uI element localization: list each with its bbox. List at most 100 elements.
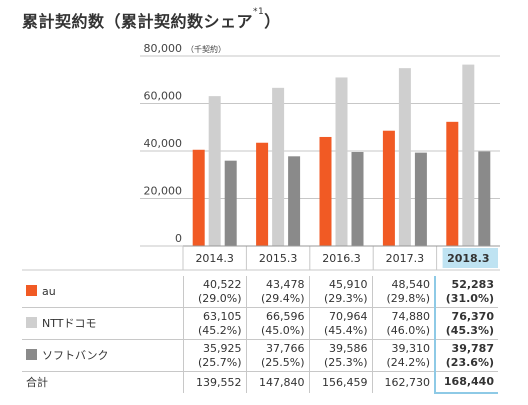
table-cell: 45,910 (29.3%): [309, 276, 373, 308]
legend-swatch: [26, 284, 37, 296]
cell-value: 43,478: [266, 277, 305, 291]
cell-value: 70,964: [329, 309, 368, 323]
bar: [462, 64, 475, 246]
bar: [288, 156, 301, 246]
table-row: NTTドコモ 63,105 (45.2%) 66,596 (45.0%) 70,964 (4…: [22, 307, 498, 340]
cell-share: (31.0%): [445, 291, 494, 305]
x-tick-label: 2016.3: [322, 252, 361, 265]
cell-share: (25.3%): [323, 355, 368, 369]
x-tick-label: 2018.3: [447, 252, 489, 265]
table-cell: 76,370 (45.3%): [434, 307, 498, 340]
row-label: NTTドコモ: [22, 307, 184, 340]
total-label: 合計: [22, 371, 184, 393]
row-label: ソフトバンク: [22, 339, 184, 372]
table-cell: 35,925 (25.7%): [183, 339, 247, 372]
title-text: 累計契約数（累計契約数シェア: [22, 12, 254, 31]
cell-share: (24.2%): [386, 355, 430, 369]
legend-swatch: [26, 316, 37, 328]
y-axis: 0 20,000 40,000 60,000 80,000 （千契約）: [144, 42, 227, 245]
legend-label: NTTドコモ: [42, 316, 97, 330]
bar: [478, 151, 491, 246]
cell-value: 52,283: [451, 277, 494, 291]
bar: [224, 160, 237, 246]
title-close: ）: [264, 12, 281, 31]
highlight-category-bg: [442, 248, 498, 268]
total-cell: 156,459: [309, 371, 373, 393]
cell-share: (45.0%): [260, 323, 305, 337]
total-cell: 147,840: [246, 371, 310, 393]
cell-share: (25.7%): [197, 355, 242, 369]
cell-share: (29.4%): [260, 291, 305, 305]
cell-value: 74,880: [391, 309, 431, 323]
x-axis: 2014.3 2015.3 2016.3 2017.3 2018.3: [22, 245, 500, 271]
x-tick-label: 2014.3: [195, 252, 234, 265]
cell-value: 63,105: [203, 309, 242, 323]
cell-share: (23.6%): [445, 355, 494, 369]
table-cell: 43,478 (29.4%): [246, 276, 310, 308]
bar: [272, 87, 285, 246]
table-cell: 39,586 (25.3%): [309, 339, 373, 372]
cell-value: 40,522: [203, 277, 242, 291]
cell-value: 66,596: [266, 309, 305, 323]
y-tick-label: 40,000: [144, 137, 183, 150]
table-cell: 70,964 (45.4%): [309, 307, 373, 340]
cell-share: (29.3%): [323, 291, 368, 305]
table-cell: 63,105 (45.2%): [183, 307, 247, 340]
bar: [319, 136, 332, 246]
table-cell: 66,596 (45.0%): [246, 307, 310, 340]
cell-value: 39,787: [451, 341, 494, 355]
table-cell: 39,787 (23.6%): [434, 339, 498, 372]
cell-share: (46.0%): [386, 323, 430, 337]
cell-share: (29.8%): [386, 291, 430, 305]
y-unit-label: （千契約）: [186, 44, 226, 54]
bar: [446, 121, 459, 246]
title-footnote-mark: *1: [253, 7, 265, 17]
cell-value: 76,370: [451, 309, 494, 323]
bar: [256, 142, 269, 246]
bar: [192, 149, 205, 246]
cell-value: 37,766: [266, 341, 305, 355]
y-tick-label: 0: [175, 232, 182, 245]
x-tick-label: 2017.3: [386, 252, 425, 265]
bar: [382, 130, 395, 246]
bar: [351, 151, 364, 246]
bars: [192, 64, 491, 246]
y-tick-label: 60,000: [144, 90, 183, 103]
cell-value: 45,910: [329, 277, 368, 291]
bar: [398, 68, 411, 246]
row-label: au: [22, 276, 184, 308]
bar: [208, 96, 221, 246]
cell-share: (45.2%): [197, 323, 242, 337]
highlight-category-box: [442, 248, 498, 268]
cell-value: 35,925: [203, 341, 242, 355]
total-cell: 168,440: [434, 371, 498, 394]
table-row: au 40,522 (29.0%) 43,478 (29.4%) 45,910 (29.3%…: [22, 276, 498, 308]
table-cell: 37,766 (25.5%): [246, 339, 310, 372]
table-row: ソフトバンク 35,925 (25.7%) 37,766 (25.5%) 39,586 (2…: [22, 339, 498, 372]
table-cell: 40,522 (29.0%): [183, 276, 247, 308]
cell-share: (29.0%): [197, 291, 242, 305]
x-tick-label: 2015.3: [259, 252, 298, 265]
total-cell: 139,552: [183, 371, 247, 393]
table-cell: 48,540 (29.8%): [372, 276, 436, 308]
bar: [414, 152, 427, 246]
cell-share: (25.5%): [260, 355, 305, 369]
legend-label: au: [42, 284, 56, 298]
bar: [335, 77, 348, 246]
total-cell: 162,730: [372, 371, 436, 393]
y-tick-label: 80,000: [144, 42, 183, 55]
cell-value: 39,310: [391, 341, 431, 355]
total-row: 合計 139,552 147,840 156,459 162,730 168,440: [22, 371, 498, 394]
table-cell: 74,880 (46.0%): [372, 307, 436, 340]
legend-swatch: [26, 348, 37, 360]
cell-share: (45.3%): [445, 323, 494, 337]
cell-value: 39,586: [329, 341, 368, 355]
data-table: au 40,522 (29.0%) 43,478 (29.4%) 45,910 (29.3%…: [22, 276, 498, 394]
table-cell: 39,310 (24.2%): [372, 339, 436, 372]
legend-label: ソフトバンク: [42, 348, 109, 362]
table-cell: 52,283 (31.0%): [434, 276, 498, 308]
y-tick-label: 20,000: [144, 185, 183, 198]
chart-title: 累計契約数（累計契約数シェア*1）: [22, 7, 281, 32]
cell-share: (45.4%): [323, 323, 368, 337]
